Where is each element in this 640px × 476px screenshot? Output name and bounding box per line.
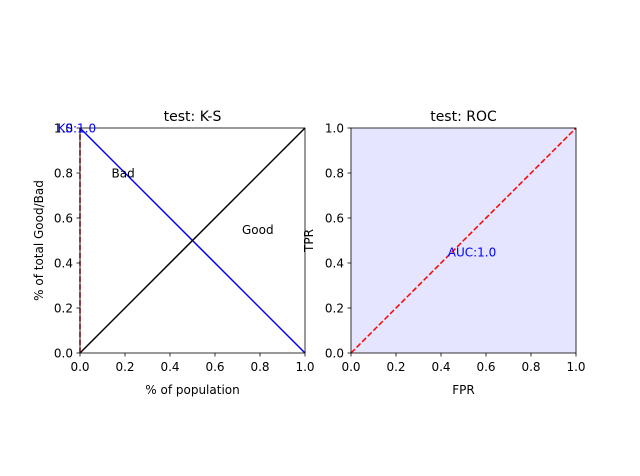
chart-2-x-tick-label: 0.6 bbox=[476, 360, 495, 374]
chart-2-x-tick-label: 0.4 bbox=[431, 360, 450, 374]
chart-2-y-tick-label: 0.0 bbox=[325, 347, 344, 361]
chart-1-x-tick-label: 0.0 bbox=[70, 360, 89, 374]
chart-2-title: test: ROC bbox=[430, 109, 497, 125]
chart-1-annotation: KS:1.0 bbox=[58, 122, 97, 136]
chart-2-y-tick-label: 0.2 bbox=[325, 302, 344, 316]
chart-2-series-1-line bbox=[350, 127, 577, 354]
chart-1-y-tick-label: 1.0 bbox=[54, 122, 73, 136]
chart-1-annotation: Good bbox=[242, 223, 274, 237]
chart-1-y-tick-label: 0.6 bbox=[54, 212, 73, 226]
chart-1-x-tick-label: 0.4 bbox=[160, 360, 179, 374]
chart-2-y-axis-label: TPR bbox=[302, 229, 316, 253]
chart-1-y-axis-label: % of total Good/Bad bbox=[32, 180, 46, 301]
chart-1-y-tick-label: 0.2 bbox=[54, 302, 73, 316]
chart-2-x-tick-label: 1.0 bbox=[566, 360, 585, 374]
chart-1-y-tick-label: 0.0 bbox=[54, 347, 73, 361]
chart-2-y-tick-label: 1.0 bbox=[325, 122, 344, 136]
chart-2-y-tick-label: 0.6 bbox=[325, 212, 344, 226]
chart-1-y-tick-label: 0.4 bbox=[54, 257, 73, 271]
chart-1-x-tick-label: 0.2 bbox=[115, 360, 134, 374]
chart-1-title: test: K-S bbox=[164, 109, 222, 125]
chart-1-x-tick-label: 0.6 bbox=[205, 360, 224, 374]
chart-2-y-tick-label: 0.4 bbox=[325, 257, 344, 271]
chart-2-axes-frame bbox=[350, 127, 577, 354]
chart-2-x-tick-label: 0.0 bbox=[341, 360, 360, 374]
chart-2-y-tick-label: 0.8 bbox=[325, 167, 344, 181]
chart-2-x-tick-label: 0.8 bbox=[521, 360, 540, 374]
chart-1-annotation: Bad bbox=[112, 167, 135, 181]
chart-1-x-tick-label: 0.8 bbox=[250, 360, 269, 374]
chart-2-annotation: AUC:1.0 bbox=[448, 245, 497, 259]
chart-1-x-tick-label: 1.0 bbox=[295, 360, 314, 374]
chart-1-series-good-line bbox=[79, 127, 306, 354]
chart-1-x-axis-label: % of population bbox=[145, 383, 239, 397]
chart-2-x-tick-label: 0.2 bbox=[386, 360, 405, 374]
chart-1-axes-frame bbox=[79, 127, 306, 354]
chart-2-x-axis-label: FPR bbox=[452, 383, 474, 397]
chart-1-y-tick-label: 0.8 bbox=[54, 167, 73, 181]
